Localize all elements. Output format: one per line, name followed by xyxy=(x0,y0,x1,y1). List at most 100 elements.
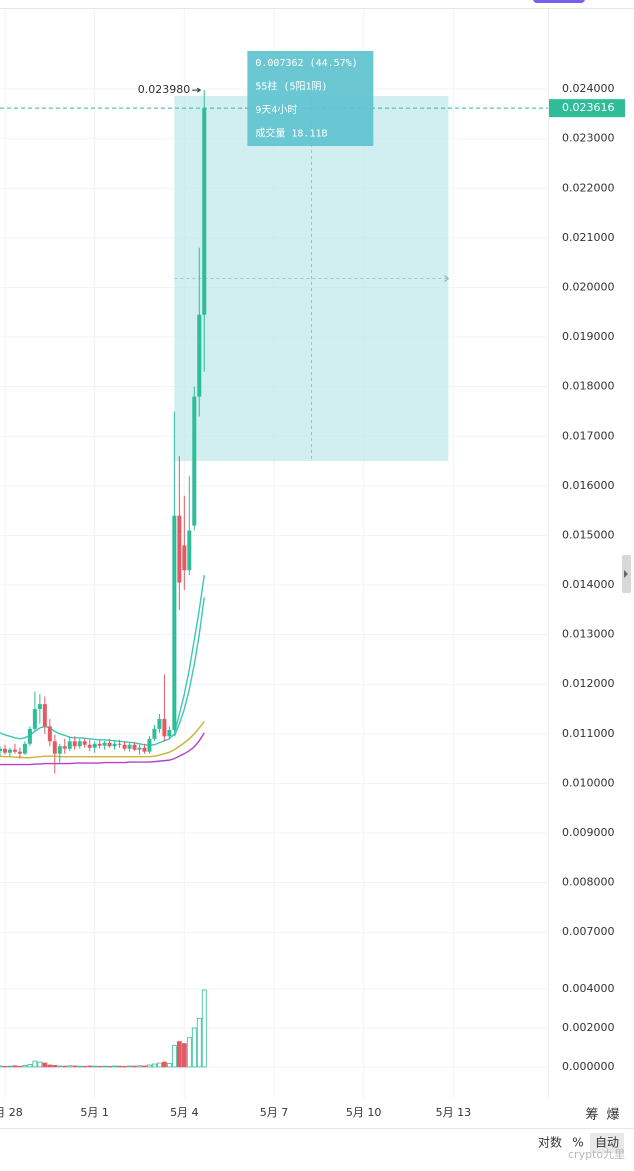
volume-bar xyxy=(32,1060,38,1068)
toolbar-button[interactable]: 自动 xyxy=(595,1136,619,1150)
candle-body xyxy=(67,741,72,749)
toolbar-button[interactable]: % xyxy=(572,1136,583,1150)
candle-body xyxy=(137,747,142,750)
volume-bar xyxy=(107,1065,112,1068)
measure-tooltip-line: 0.007362 (44.57%) xyxy=(255,58,357,69)
side-label[interactable]: 筹 xyxy=(585,1107,598,1123)
candle-body xyxy=(182,545,187,571)
candle-body xyxy=(92,743,97,748)
measure-tooltip-line: 9天4小时 xyxy=(255,104,297,116)
y2-tick-label: 0.002000 xyxy=(562,1021,615,1034)
candle-body xyxy=(52,741,57,754)
x-tick-label: 5月 1 xyxy=(80,1106,109,1119)
y-tick-label: 0.022000 xyxy=(562,181,615,194)
candle-body xyxy=(42,704,47,727)
y-tick-label: 0.010000 xyxy=(562,776,615,789)
y-tick-label: 0.018000 xyxy=(562,380,615,393)
y2-tick-label: 0.000000 xyxy=(562,1060,615,1073)
volume-bar xyxy=(12,1065,18,1068)
max-marker-arrow xyxy=(192,87,202,93)
y-tick-label: 0.024000 xyxy=(562,82,615,95)
candle-body xyxy=(157,718,162,729)
x-tick-label: 5月 7 xyxy=(260,1106,289,1119)
x-tick-label: 4月 28 xyxy=(0,1106,23,1119)
max-marker-label: 0.023980 xyxy=(138,83,191,96)
toolbar-active-bg xyxy=(590,1133,624,1153)
volume-bar xyxy=(196,1017,202,1068)
y-tick-label: 0.023000 xyxy=(562,132,615,145)
volume-bar xyxy=(142,1065,147,1068)
measure-tooltip xyxy=(247,51,374,146)
candle-body xyxy=(117,743,122,745)
candle-body xyxy=(172,515,177,730)
volume-bar xyxy=(97,1065,103,1068)
volume-bar xyxy=(47,1064,53,1068)
volume-bar xyxy=(171,1045,177,1068)
candle-body xyxy=(152,728,157,739)
header-button[interactable] xyxy=(533,0,585,3)
volume-bar xyxy=(37,1061,43,1068)
y-tick-label: 0.020000 xyxy=(562,280,615,293)
volume-bar xyxy=(132,1065,137,1068)
candle-body xyxy=(107,742,112,747)
candle-body xyxy=(57,746,62,754)
y-tick-label: 0.019000 xyxy=(562,330,615,343)
volume-bar xyxy=(137,1065,142,1068)
candle-body xyxy=(132,744,137,750)
y-tick-label: 0.014000 xyxy=(562,578,615,591)
volume-bar xyxy=(7,1065,13,1068)
y-tick-label: 0.017000 xyxy=(562,429,615,442)
y-tick-label: 0.015000 xyxy=(562,528,615,541)
candle-body xyxy=(87,744,92,748)
candle-body xyxy=(142,747,147,752)
volume-bar xyxy=(191,1027,197,1068)
volume-bar xyxy=(82,1065,88,1068)
toolbar-button[interactable]: 对数 xyxy=(538,1135,562,1150)
volume-bar xyxy=(102,1065,108,1068)
volume-bar xyxy=(201,989,207,1068)
measure-arrow xyxy=(444,275,450,282)
y-tick-label: 0.008000 xyxy=(562,876,615,889)
candle-body xyxy=(72,741,77,747)
ma-line xyxy=(0,575,205,746)
candle-body xyxy=(162,718,167,737)
volume-bar xyxy=(117,1065,122,1068)
x-tick-label: 5月 4 xyxy=(170,1106,199,1119)
volume-bar xyxy=(62,1065,68,1068)
volume-bar xyxy=(157,1062,162,1068)
price-tag xyxy=(549,99,625,118)
candle-body xyxy=(97,743,102,746)
volume-bar xyxy=(57,1065,63,1068)
watermark: crypto九里 xyxy=(568,1148,625,1161)
volume-bar xyxy=(152,1063,157,1068)
candle-body xyxy=(167,729,172,737)
side-label[interactable]: 爆 xyxy=(606,1108,619,1123)
volume-bar xyxy=(166,1063,172,1068)
candle-body xyxy=(192,396,197,526)
candle-body xyxy=(82,741,87,745)
candle-body xyxy=(187,530,192,571)
volume-bar xyxy=(42,1062,48,1068)
volume-bar xyxy=(181,1043,187,1068)
y2-tick-label: 0.004000 xyxy=(562,982,615,995)
candle-body xyxy=(147,738,152,752)
x-tick-label: 5月 13 xyxy=(436,1106,472,1119)
volume-bar xyxy=(72,1065,78,1068)
candle-body xyxy=(77,741,82,747)
candle-body xyxy=(37,704,42,710)
candle-body xyxy=(17,751,22,754)
measure-tooltip-line: 55柱 (5阳1阴) xyxy=(255,80,327,93)
y-tick-label: 0.016000 xyxy=(562,479,615,492)
candle-body xyxy=(2,748,7,753)
volume-bar xyxy=(77,1065,83,1068)
candle-body xyxy=(202,107,207,315)
price-tag-label: 0.023616 xyxy=(562,101,615,114)
candle-body xyxy=(7,749,12,753)
volume-bar xyxy=(176,1041,182,1068)
volume-bar xyxy=(17,1065,23,1068)
candle-body xyxy=(32,709,37,729)
y-tick-label: 0.011000 xyxy=(562,727,615,740)
volume-bar xyxy=(186,1037,192,1068)
